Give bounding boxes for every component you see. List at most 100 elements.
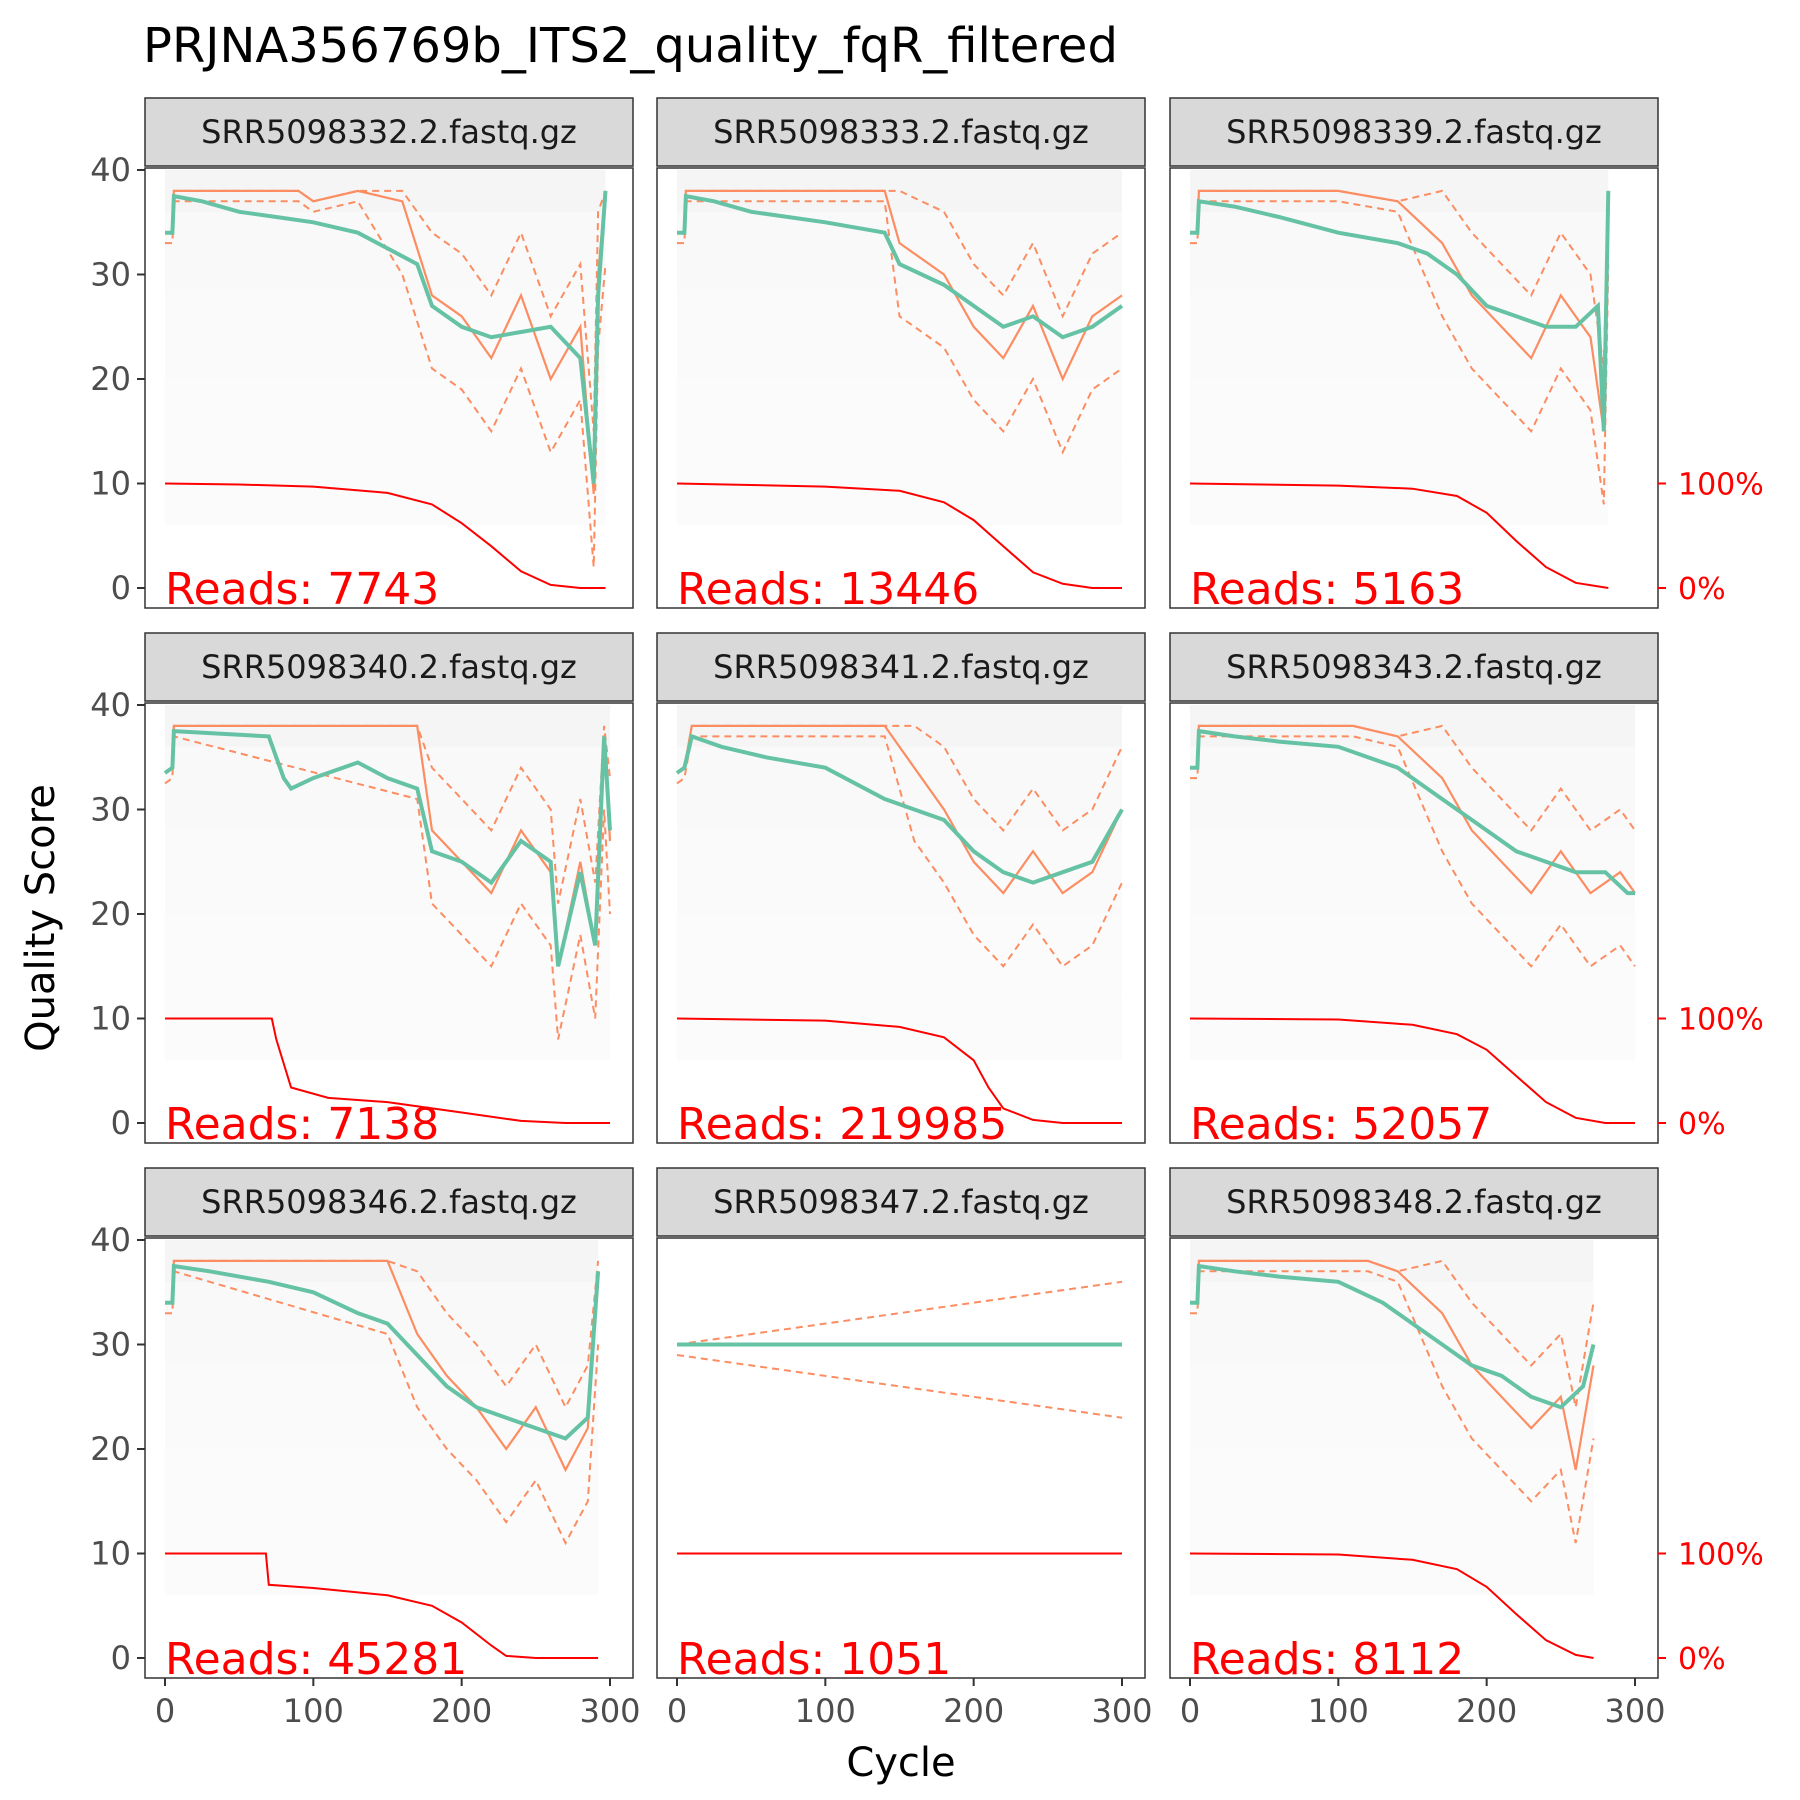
y-tick-label: 40 [90,686,131,724]
cumulative-reads-line [1189,1552,1594,1659]
panel-border [1169,167,1659,609]
heatmap-band [1190,1449,1594,1533]
cumulative-reads-line [1189,482,1609,589]
panel-2: SRR5098333.2.fastq.gz Reads: 13446 [656,97,1146,615]
cumulative-tick-label: 0% [1678,1642,1726,1677]
quality-heatmap [1190,1240,1594,1596]
quality-heatmap [677,170,1122,526]
quality-heatmap [165,705,610,1061]
y-tick-label: 10 [90,1000,131,1038]
y-tick-label: 10 [90,1535,131,1573]
strip-label: SRR5098333.2.fastq.gz [713,113,1089,151]
heatmap-band [165,1365,599,1449]
reads-count-label: Reads: 7138 [165,1099,439,1150]
panel-3: SRR5098339.2.fastq.gz Reads: 5163 0% 100% [1169,97,1764,615]
y-tick-label: 40 [90,151,131,189]
panel-background [145,1238,633,1678]
cumulative-reads-line [676,1017,1122,1124]
y-tick-label: 20 [90,1430,131,1468]
cumulative-reads-line [165,1552,599,1659]
reads-count-label: Reads: 5163 [1190,564,1464,615]
lower-quartile-line [164,735,611,1040]
cumulative-tick-label: 0% [1678,1107,1726,1142]
y-tick-label: 20 [90,360,131,398]
cumulative-reads-line [165,1017,610,1124]
heatmap-band [1190,295,1609,379]
reads-count-label: Reads: 13446 [677,564,979,615]
x-tick-label: 100 [795,1692,856,1730]
lower-quartile-line [676,1354,1123,1419]
chart-title: PRJNA356769b_ITS2_quality_fqR_filtered [143,18,1118,74]
y-tick-label: 30 [90,256,131,294]
heatmap-band [1190,830,1635,914]
panel-7: SRR5098346.2.fastq.gz Reads: 45281 0 10 20 30… [90,1167,641,1730]
strip-background [656,1167,1146,1237]
panel-border [656,167,1146,609]
heatmap-band [1190,997,1635,1061]
heatmap-band [165,211,606,296]
lower-quartile-line [165,200,607,568]
mean-line [165,190,608,484]
y-tick-label: 30 [90,791,131,829]
heatmap-band [1190,379,1609,463]
strip-label: SRR5098346.2.fastq.gz [201,1183,577,1221]
mean-line [677,193,1124,340]
cumulative-reads-line [676,482,1122,589]
cumulative-tick-label: 100% [1678,1538,1764,1573]
heatmap-band [165,914,610,998]
panel-background [1170,703,1658,1143]
heatmap-band [677,997,1122,1061]
reads-count-label: Reads: 8112 [1190,1634,1464,1685]
x-tick-label: 300 [1604,1692,1665,1730]
heatmap-band [1190,914,1635,998]
strip-background [144,1167,634,1237]
mean-line [1190,728,1635,896]
panel-5: SRR5098341.2.fastq.gz Reads: 219985 [656,632,1146,1150]
strip-label: SRR5098339.2.fastq.gz [1226,113,1602,151]
quality-heatmap [1190,705,1635,1061]
quality-heatmap [165,1240,599,1596]
heatmap-band [1190,1365,1594,1449]
heatmap-band [165,997,610,1061]
cumulative-reads-line [164,482,606,589]
panel-border [144,167,634,609]
x-tick-label: 300 [579,1692,640,1730]
panel-1: SRR5098332.2.fastq.gz Reads: 7743 0 10 20 30 4… [90,97,634,615]
heatmap-band [165,295,606,379]
x-tick-label: 100 [283,1692,344,1730]
heatmap-band [1190,746,1635,831]
panel-background [657,703,1145,1143]
panel-background [657,1238,1145,1678]
quality-heatmap [165,170,606,526]
mean-line [165,1263,601,1441]
x-tick-label: 200 [431,1692,492,1730]
heatmap-band [165,1449,599,1533]
strip-background [656,632,1146,702]
strip-background [144,97,634,167]
mean-line [675,733,1124,885]
y-tick-label: 40 [90,1221,131,1259]
x-tick-label: 200 [1456,1692,1517,1730]
x-tick-label: 0 [1180,1692,1200,1730]
upper-quartile-line [164,724,611,904]
y-tick-label: 0 [111,1104,131,1142]
panel-9: SRR5098348.2.fastq.gz Reads: 8112 0% 100% 0 1… [1169,1167,1764,1730]
reads-count-label: Reads: 1051 [677,1634,951,1685]
panel-8: SRR5098347.2.fastq.gz Reads: 1051 0 100 200 3… [656,1167,1153,1730]
panel-border [1169,1237,1659,1679]
cumulative-tick-label: 100% [1678,468,1764,503]
median-line [1190,724,1636,895]
strip-label: SRR5098347.2.fastq.gz [713,1183,1089,1221]
heatmap-band [165,1532,599,1596]
y-tick-label: 30 [90,1326,131,1364]
lower-quartile-line [676,735,1123,968]
x-tick-label: 200 [943,1692,1004,1730]
panel-border [144,1237,634,1679]
x-tick-label: 300 [1091,1692,1152,1730]
panel-border [656,702,1146,1144]
mean-line [1190,190,1611,432]
heatmap-band [677,746,1122,831]
quality-heatmap [1190,170,1609,526]
strip-label: SRR5098341.2.fastq.gz [713,648,1089,686]
